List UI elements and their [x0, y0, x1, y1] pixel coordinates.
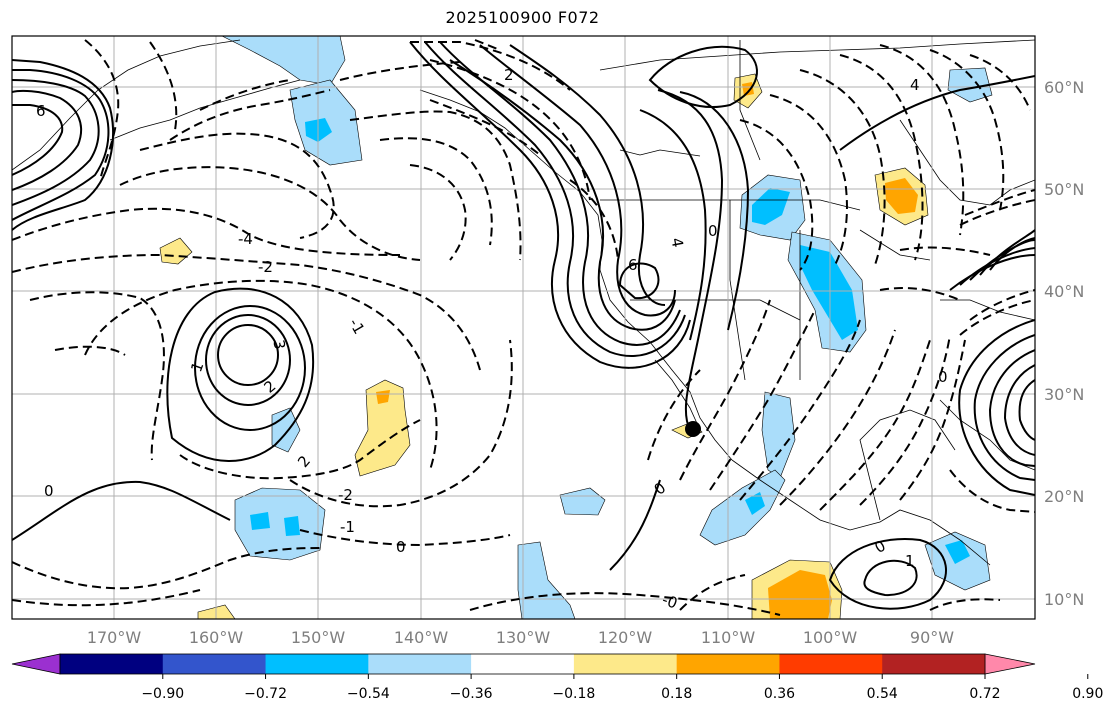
lon-tick-label: 110°W [701, 628, 756, 647]
lon-tick-label: 150°W [291, 628, 346, 647]
lat-tick-label: 30°N [1044, 385, 1084, 404]
contour-label: -1 [340, 518, 355, 536]
lon-tick-label: 170°W [87, 628, 142, 647]
colorbar-cell [162, 654, 267, 674]
colorbar-tick-label: −0.36 [450, 686, 493, 702]
contour-label: 3 [269, 338, 288, 351]
contour-label: 2 [504, 66, 514, 84]
location-marker [685, 421, 701, 437]
lon-tick-label: 140°W [394, 628, 449, 647]
contour-label: -0 [660, 591, 680, 613]
colorbar-tick-label: 0.18 [661, 686, 692, 702]
lat-tick-label: 50°N [1044, 180, 1084, 199]
colorbar-tick-label: −0.18 [552, 686, 595, 702]
map-plot-area [12, 36, 1035, 619]
colorbar-tick-label: −0.54 [347, 686, 390, 702]
positive-contours [12, 41, 1035, 610]
colorbar-cell [60, 654, 164, 674]
contour-label: 0 [708, 222, 718, 240]
graticule [12, 36, 1035, 619]
lat-tick-label: 10°N [1044, 590, 1084, 609]
longitude-labels: 170°W 160°W 150°W 140°W 130°W 120°W 110°… [87, 628, 954, 647]
lon-tick-label: 120°W [598, 628, 653, 647]
lon-tick-label: 130°W [496, 628, 551, 647]
map-title: 2025100900 F072 [445, 8, 600, 27]
contour-label: 0 [396, 538, 406, 556]
contour-label: 6 [628, 256, 638, 274]
lon-tick-label: 90°W [910, 628, 954, 647]
colorbar-tick-label: 0.54 [867, 686, 898, 702]
lon-tick-label: 100°W [803, 628, 858, 647]
map-frame [11, 35, 1036, 620]
colorbar-tick-label: 0.72 [969, 686, 1000, 702]
contour-label: 1 [905, 552, 915, 570]
latitude-labels: 10°N 20°N 30°N 40°N 50°N 60°N [1044, 78, 1084, 609]
colorbar-cell [471, 654, 575, 674]
colorbar: −0.90 −0.72 −0.54 −0.36 −0.18 0.18 0.36 0.54 0.7… [11, 653, 1103, 702]
contour-label: 0 [44, 482, 54, 500]
colorbar-extend-max [984, 653, 1036, 675]
colorbar-tick-label: −0.72 [244, 686, 287, 702]
contour-label: 4 [910, 76, 920, 94]
colorbar-cell [779, 654, 883, 674]
contour-label: 4 [667, 236, 686, 249]
colorbar-cell [573, 654, 678, 674]
colorbar-cell [882, 654, 986, 674]
contour-label: -2 [258, 258, 273, 276]
lat-tick-label: 40°N [1044, 282, 1084, 301]
contour-label: -2 [338, 486, 353, 504]
colorbar-cell [265, 654, 369, 674]
colorbar-tick-label: 0.36 [764, 686, 795, 702]
contour-label: -4 [238, 230, 253, 248]
negative-contours [12, 39, 1035, 616]
lat-tick-label: 60°N [1044, 78, 1084, 97]
contour-label: 6 [36, 102, 46, 120]
colorbar-cell [676, 654, 780, 674]
colorbar-cell [368, 654, 472, 674]
colorbar-tick-label: −0.90 [141, 686, 184, 702]
contour-label: 0 [938, 368, 948, 386]
lon-tick-label: 160°W [189, 628, 244, 647]
colorbar-extend-min [11, 653, 61, 675]
lat-tick-label: 20°N [1044, 487, 1084, 506]
colorbar-tick-label: 0.90 [1072, 686, 1103, 702]
